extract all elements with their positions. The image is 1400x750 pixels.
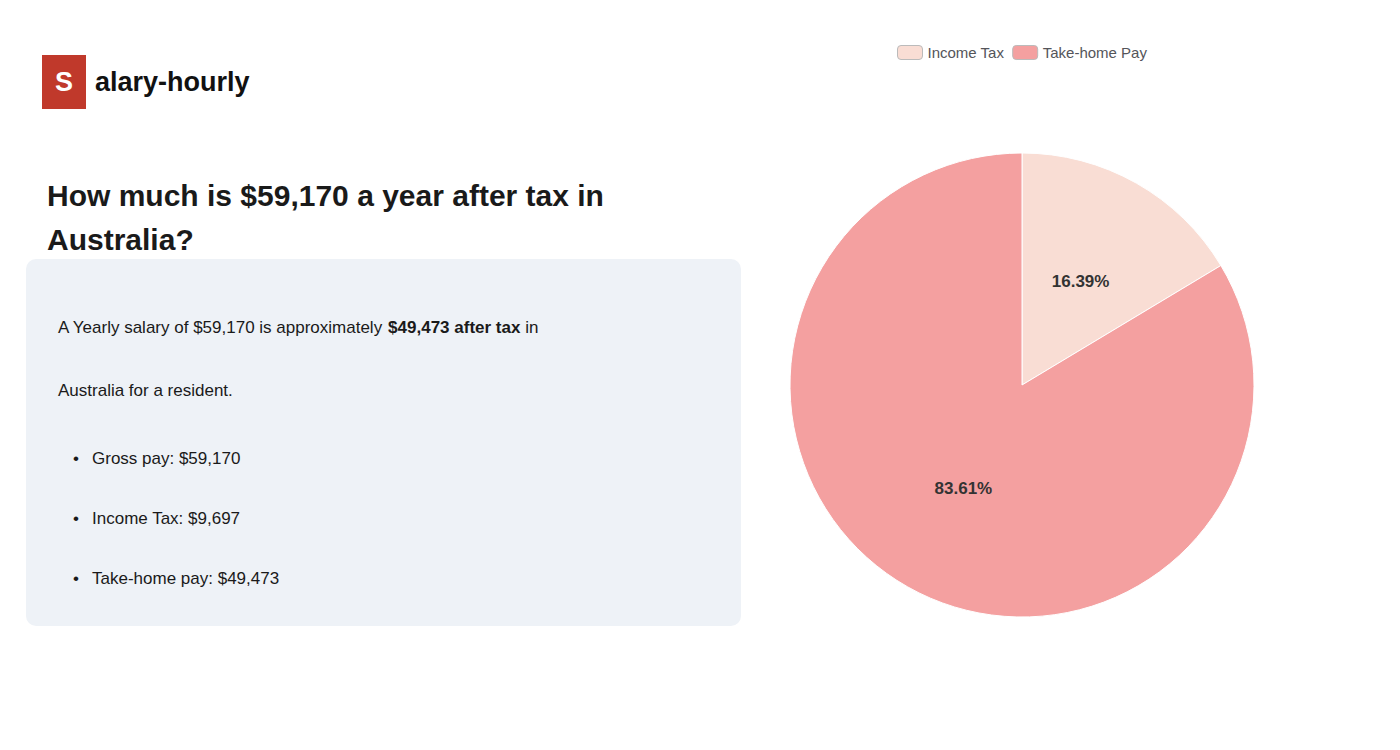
svg-text:Income Tax: $9,697: Income Tax: $9,697 <box>92 509 240 528</box>
svg-text:16.39%: 16.39% <box>1052 272 1110 291</box>
svg-text:Australia?: Australia? <box>47 223 194 256</box>
svg-text:Australia for a resident.: Australia for a resident. <box>58 381 233 400</box>
svg-text:A Yearly salary of $59,170 is: A Yearly salary of $59,170 is approximat… <box>58 318 387 337</box>
svg-text:in: in <box>520 318 538 337</box>
svg-text:Take-home pay: $49,473: Take-home pay: $49,473 <box>92 569 279 588</box>
svg-text:•: • <box>73 509 79 528</box>
svg-text:•: • <box>73 449 79 468</box>
svg-text:Take-home Pay: Take-home Pay <box>1043 44 1148 61</box>
svg-text:•: • <box>73 569 79 588</box>
svg-text:alary-hourly: alary-hourly <box>95 67 250 97</box>
svg-text:83.61%: 83.61% <box>935 479 993 498</box>
svg-text:$49,473 after tax: $49,473 after tax <box>388 318 521 337</box>
svg-text:Income Tax: Income Tax <box>928 44 1005 61</box>
svg-text:Gross pay: $59,170: Gross pay: $59,170 <box>92 449 240 468</box>
svg-text:S: S <box>55 67 73 97</box>
svg-text:How much is $59,170 a year aft: How much is $59,170 a year after tax in <box>47 179 604 212</box>
